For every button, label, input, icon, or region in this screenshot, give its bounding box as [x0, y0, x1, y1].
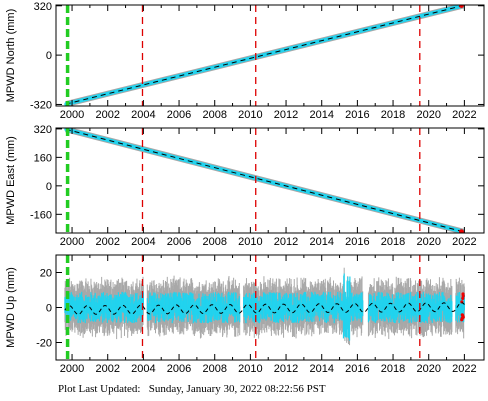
x-tick-label: 2022	[452, 109, 476, 121]
x-tick-label: 2014	[309, 363, 333, 375]
x-tick-label: 2000	[60, 109, 84, 121]
x-tick-label: 2008	[202, 109, 226, 121]
x-tick-label: 2014	[309, 236, 333, 248]
recent-points	[460, 292, 465, 322]
y-tick-label: -20	[36, 338, 52, 350]
model-line	[64, 302, 465, 316]
footer: Plot Last Updated: Sunday, January 30, 2…	[58, 383, 326, 395]
x-tick-label: 2002	[95, 109, 119, 121]
x-tick-label: 2012	[274, 109, 298, 121]
x-tick-label: 2004	[131, 109, 155, 121]
y-tick-label: 160	[34, 152, 52, 164]
model-line	[65, 128, 464, 233]
y-tick-label: 0	[46, 303, 52, 315]
x-tick-label: 2022	[452, 363, 476, 375]
x-tick-label: 2020	[416, 363, 440, 375]
data-series	[65, 128, 464, 233]
x-tick-label: 2004	[131, 363, 155, 375]
x-tick-label: 2016	[345, 363, 369, 375]
x-tick-label: 2006	[167, 363, 191, 375]
x-tick-label: 2012	[274, 236, 298, 248]
y-tick-label: 0	[46, 181, 52, 193]
x-tick-label: 2010	[238, 363, 262, 375]
data-points	[64, 273, 465, 341]
y-axis-label: MPWD Up (mm)	[5, 267, 17, 348]
plot-area	[64, 5, 465, 106]
x-tick-label: 2006	[167, 236, 191, 248]
recent-point	[460, 313, 464, 317]
x-tick-label: 2016	[345, 109, 369, 121]
x-tick-label: 2018	[381, 236, 405, 248]
x-tick-label: 2016	[345, 236, 369, 248]
y-tick-label: -320	[30, 99, 52, 111]
data-series	[65, 5, 464, 106]
y-axis-label: MPWD East (mm)	[5, 136, 17, 225]
x-tick-label: 2008	[202, 236, 226, 248]
x-tick-label: 2000	[60, 363, 84, 375]
recent-point	[458, 229, 464, 233]
x-tick-label: 2000	[60, 236, 84, 248]
y-tick-label: 20	[40, 268, 52, 280]
x-tick-label: 2020	[416, 236, 440, 248]
recent-point	[460, 316, 464, 321]
x-tick-label: 2022	[452, 236, 476, 248]
y-tick-label: 320	[34, 1, 52, 13]
y-axis-label: MPWD North (mm)	[5, 9, 17, 103]
y-tick-label: 320	[34, 124, 52, 136]
plot-area	[64, 128, 465, 233]
x-tick-label: 2004	[131, 236, 155, 248]
recent-point	[461, 296, 465, 300]
x-tick-label: 2010	[238, 109, 262, 121]
axes-frame	[55, 127, 485, 234]
x-tick-label: 2002	[95, 363, 119, 375]
recent-point	[458, 5, 464, 8]
panel-3: 2000 2002 2004 2006 2008 2010 2012 2014 2016 2018…	[5, 254, 485, 375]
recent-point	[461, 294, 465, 298]
x-tick-label: 2018	[381, 363, 405, 375]
y-tick-label: 0	[46, 50, 52, 62]
x-tick-label: 2014	[309, 109, 333, 121]
y-tick-label: -160	[30, 209, 52, 221]
footer-label: Plot Last Updated:	[58, 383, 141, 395]
panel-1: 2000 2002 2004 2006 2008 2010 2012 2014 2016 2018…	[5, 1, 485, 121]
footer-timestamp: Sunday, January 30, 2022 08:22:56 PST	[148, 383, 326, 395]
x-tick-label: 2018	[381, 109, 405, 121]
x-tick-label: 2006	[167, 109, 191, 121]
x-tick-label: 2010	[238, 236, 262, 248]
x-tick-label: 2012	[274, 363, 298, 375]
x-tick-label: 2020	[416, 109, 440, 121]
panel-2: 2000 2002 2004 2006 2008 2010 2012 2014 2016 2018…	[5, 124, 485, 248]
x-tick-label: 2002	[95, 236, 119, 248]
x-tick-label: 2008	[202, 363, 226, 375]
plot-area	[64, 267, 465, 346]
